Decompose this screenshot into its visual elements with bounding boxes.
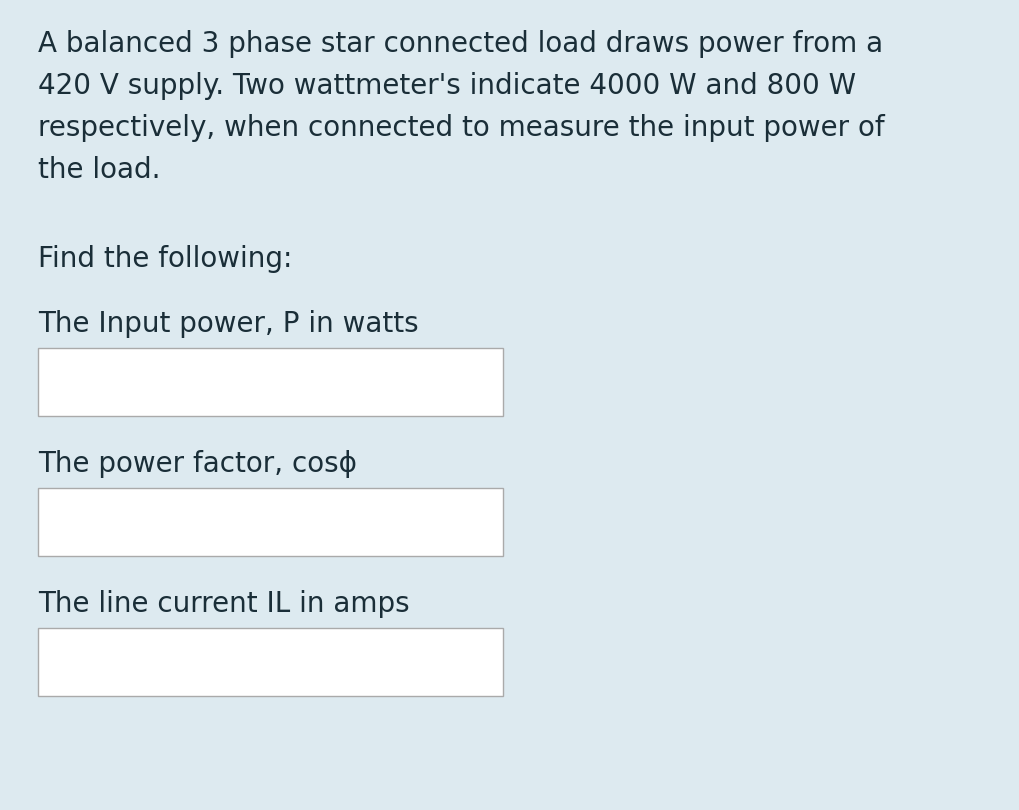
Text: the load.: the load. [38,156,161,184]
Text: The power factor, cosϕ: The power factor, cosϕ [38,450,357,478]
Text: A balanced 3 phase star connected load draws power from a: A balanced 3 phase star connected load d… [38,30,883,58]
Text: respectively, when connected to measure the input power of: respectively, when connected to measure … [38,114,884,142]
Bar [38,488,503,556]
Text: Find the following:: Find the following: [38,245,292,273]
Text: The Input power, P in watts: The Input power, P in watts [38,310,419,338]
Bar [38,348,503,416]
Text: The line current IL in amps: The line current IL in amps [38,590,410,618]
Bar [38,628,503,696]
Text: 420 V supply. Two wattmeter's indicate 4000 W and 800 W: 420 V supply. Two wattmeter's indicate 4… [38,72,856,100]
